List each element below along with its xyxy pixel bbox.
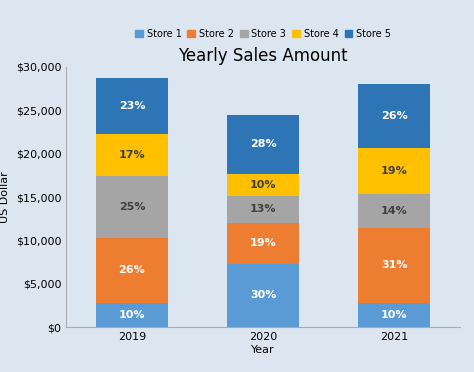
Text: 19%: 19% xyxy=(250,238,276,248)
Text: 31%: 31% xyxy=(381,260,408,270)
Text: 14%: 14% xyxy=(381,206,408,216)
X-axis label: Year: Year xyxy=(251,345,275,355)
Bar xyxy=(227,223,299,263)
Bar xyxy=(227,196,299,223)
Text: 23%: 23% xyxy=(118,101,145,111)
Bar xyxy=(358,303,430,327)
Text: 26%: 26% xyxy=(381,111,408,121)
Bar xyxy=(358,228,430,303)
Bar xyxy=(96,77,168,134)
Bar xyxy=(96,303,168,327)
Bar xyxy=(358,194,430,228)
Bar xyxy=(227,263,299,327)
Text: 19%: 19% xyxy=(381,166,408,176)
Legend: Store 1, Store 2, Store 3, Store 4, Store 5: Store 1, Store 2, Store 3, Store 4, Stor… xyxy=(131,25,395,43)
Text: 30%: 30% xyxy=(250,291,276,301)
Bar xyxy=(96,134,168,176)
Text: 28%: 28% xyxy=(250,140,276,150)
Bar xyxy=(96,238,168,303)
Bar xyxy=(358,148,430,194)
Bar xyxy=(358,84,430,148)
Y-axis label: US Dollar: US Dollar xyxy=(0,171,10,223)
Bar xyxy=(227,174,299,196)
Text: 10%: 10% xyxy=(381,310,408,320)
Text: 10%: 10% xyxy=(118,310,145,320)
Bar xyxy=(96,176,168,238)
Text: 26%: 26% xyxy=(118,266,146,275)
Text: 17%: 17% xyxy=(118,150,145,160)
Text: 10%: 10% xyxy=(250,180,276,190)
Bar xyxy=(227,115,299,174)
Title: Yearly Sales Amount: Yearly Sales Amount xyxy=(178,47,348,65)
Text: 13%: 13% xyxy=(250,204,276,214)
Text: 25%: 25% xyxy=(118,202,145,212)
